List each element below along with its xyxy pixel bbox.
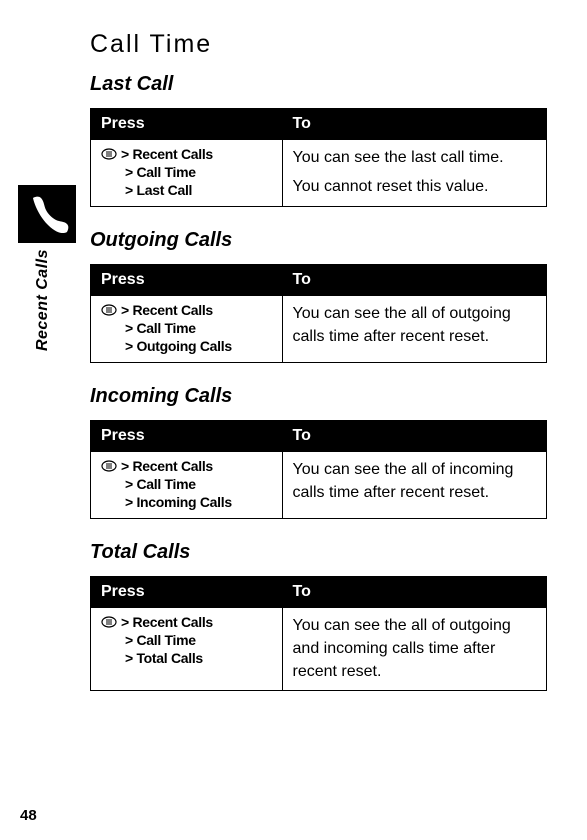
press-cell: > Recent Calls > Call Time > Incoming Ca…: [91, 452, 283, 519]
section-title-incoming: Incoming Calls: [90, 385, 547, 408]
menu-key-icon: [101, 616, 117, 628]
page-number: 48: [20, 807, 37, 824]
to-cell: You can see the last call time. You cann…: [282, 140, 546, 207]
main-heading: Call Time: [90, 30, 547, 59]
press-cell: > Recent Calls > Call Time > Last Call: [91, 140, 283, 207]
nav-text: > Last Call: [125, 182, 192, 198]
to-cell: You can see the all of incoming calls ti…: [282, 452, 546, 519]
th-to: To: [282, 577, 546, 608]
nav-line: > Last Call: [101, 182, 272, 198]
th-press: Press: [91, 577, 283, 608]
th-press: Press: [91, 421, 283, 452]
table-total: Press To > Recent Calls > Call Time > To…: [90, 576, 547, 691]
th-press: Press: [91, 109, 283, 140]
nav-text: > Call Time: [125, 476, 196, 492]
th-press: Press: [91, 265, 283, 296]
menu-key-icon: [101, 304, 117, 316]
nav-text: > Call Time: [125, 320, 196, 336]
sidebar-label: Recent Calls: [34, 249, 52, 351]
nav-text: > Recent Calls: [121, 458, 213, 474]
phone-icon: [18, 185, 76, 243]
to-cell: You can see the all of outgoing and inco…: [282, 608, 546, 691]
nav-line: > Call Time: [101, 164, 272, 180]
section-title-total: Total Calls: [90, 541, 547, 564]
to-cell: You can see the all of outgoing calls ti…: [282, 296, 546, 363]
nav-text: > Call Time: [125, 164, 196, 180]
nav-text: > Recent Calls: [121, 146, 213, 162]
th-to: To: [282, 265, 546, 296]
section-title-last-call: Last Call: [90, 73, 547, 96]
nav-text: > Incoming Calls: [125, 494, 232, 510]
desc-text: You can see the all of outgoing calls ti…: [293, 302, 536, 348]
nav-text: > Call Time: [125, 632, 196, 648]
nav-line: > Recent Calls: [101, 146, 272, 162]
nav-text: > Recent Calls: [121, 614, 213, 630]
nav-line: > Total Calls: [101, 650, 272, 666]
nav-line: > Recent Calls: [101, 302, 272, 318]
section-title-outgoing: Outgoing Calls: [90, 229, 547, 252]
table-incoming: Press To > Recent Calls > Call Time > In…: [90, 420, 547, 519]
desc-text: You can see the last call time.: [293, 146, 536, 169]
desc-text: You cannot reset this value.: [293, 175, 536, 198]
nav-line: > Recent Calls: [101, 614, 272, 630]
menu-key-icon: [101, 148, 117, 160]
desc-text: You can see the all of incoming calls ti…: [293, 458, 536, 504]
th-to: To: [282, 109, 546, 140]
nav-line: > Call Time: [101, 632, 272, 648]
desc-text: You can see the all of outgoing and inco…: [293, 614, 536, 684]
nav-line: > Recent Calls: [101, 458, 272, 474]
table-last-call: Press To > Recent Calls > Call Time > La…: [90, 108, 547, 207]
table-outgoing: Press To > Recent Calls > Call Time > Ou…: [90, 264, 547, 363]
nav-line: > Call Time: [101, 320, 272, 336]
nav-line: > Incoming Calls: [101, 494, 272, 510]
nav-line: > Outgoing Calls: [101, 338, 272, 354]
nav-text: > Recent Calls: [121, 302, 213, 318]
press-cell: > Recent Calls > Call Time > Outgoing Ca…: [91, 296, 283, 363]
menu-key-icon: [101, 460, 117, 472]
nav-text: > Outgoing Calls: [125, 338, 232, 354]
nav-text: > Total Calls: [125, 650, 203, 666]
press-cell: > Recent Calls > Call Time > Total Calls: [91, 608, 283, 691]
nav-line: > Call Time: [101, 476, 272, 492]
sidebar-tab: Recent Calls: [18, 185, 80, 351]
th-to: To: [282, 421, 546, 452]
